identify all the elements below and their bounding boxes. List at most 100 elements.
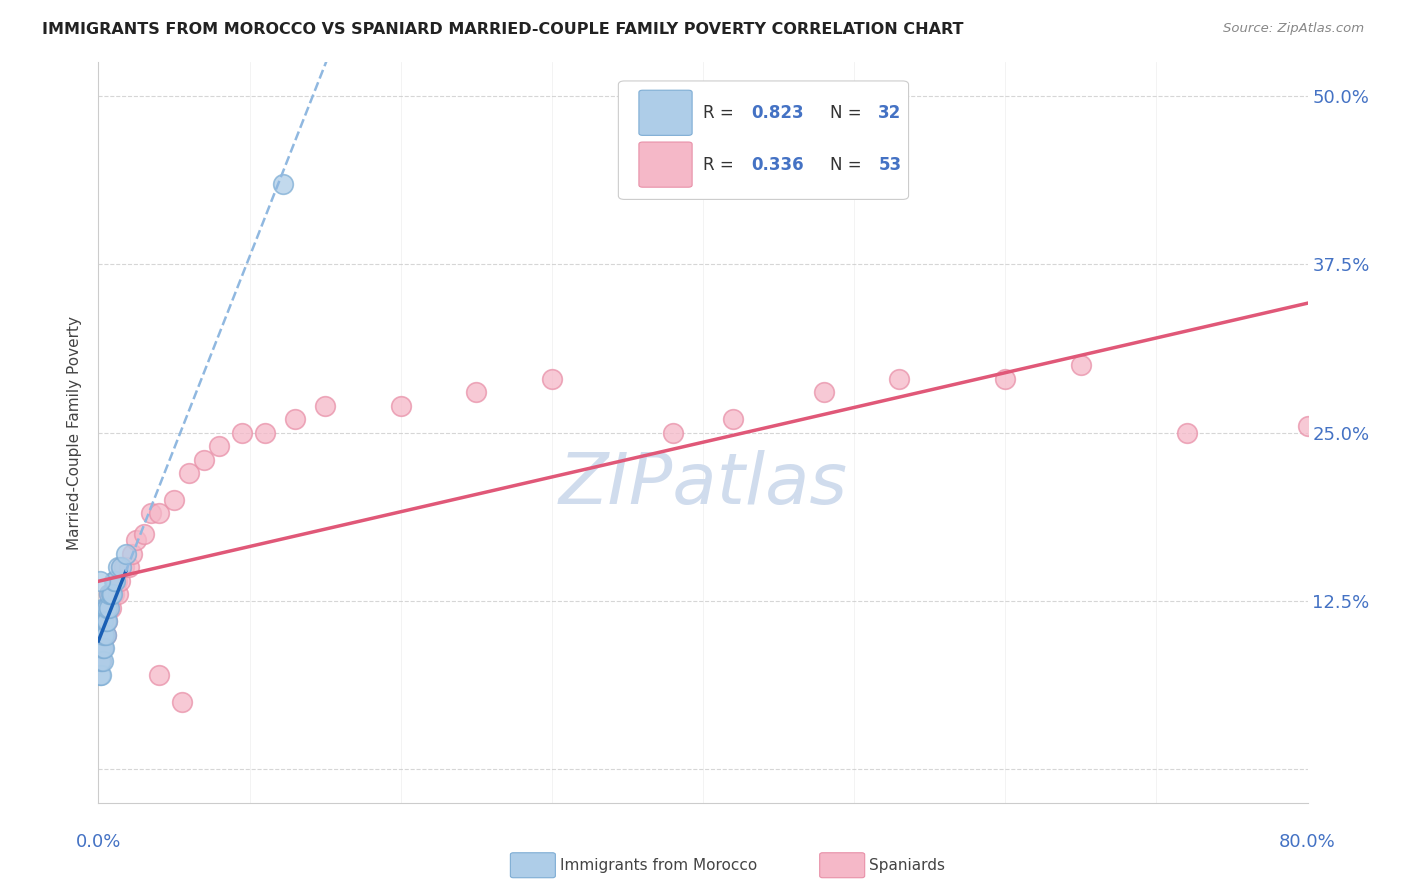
Point: [208, 439, 231, 453]
Point: [93, 627, 115, 641]
Point: [108, 574, 131, 588]
Point: [314, 399, 336, 413]
Point: [107, 587, 129, 601]
Point: [94, 614, 117, 628]
Point: [179, 466, 201, 480]
Point: [148, 668, 170, 682]
Point: [90, 627, 112, 641]
Point: [91, 614, 114, 628]
Point: [110, 560, 132, 574]
Point: [89, 655, 111, 669]
Point: [125, 533, 148, 548]
Text: N =: N =: [830, 103, 868, 122]
Point: [994, 372, 1017, 386]
Point: [91, 655, 114, 669]
Point: [96, 600, 118, 615]
Point: [90, 655, 112, 669]
Point: [193, 452, 215, 467]
Point: [91, 627, 114, 641]
Point: [661, 425, 683, 440]
Point: [93, 627, 115, 641]
Point: [91, 640, 114, 655]
Point: [104, 574, 127, 588]
Point: [271, 177, 294, 191]
Point: [132, 526, 155, 541]
Point: [170, 695, 193, 709]
Point: [94, 627, 117, 641]
Point: [90, 640, 112, 655]
Text: 0.336: 0.336: [751, 155, 804, 174]
Text: Immigrants from Morocco: Immigrants from Morocco: [560, 858, 756, 872]
Point: [89, 640, 111, 655]
Point: [163, 492, 186, 507]
Text: 53: 53: [879, 155, 901, 174]
Point: [91, 614, 114, 628]
Point: [231, 425, 253, 440]
Point: [103, 574, 125, 588]
Point: [121, 547, 143, 561]
Point: [253, 425, 276, 440]
Point: [110, 560, 132, 574]
Point: [540, 372, 562, 386]
Point: [889, 372, 911, 386]
Point: [465, 385, 488, 400]
Point: [100, 600, 122, 615]
Point: [90, 668, 112, 682]
Point: [101, 587, 124, 601]
Point: [107, 560, 129, 574]
Point: [98, 600, 121, 615]
Point: [148, 507, 170, 521]
Point: [112, 560, 135, 574]
Text: 0.823: 0.823: [751, 103, 804, 122]
FancyBboxPatch shape: [638, 142, 692, 187]
Point: [91, 640, 114, 655]
Point: [284, 412, 307, 426]
Point: [813, 385, 835, 400]
Point: [98, 587, 121, 601]
Text: R =: R =: [703, 155, 740, 174]
Point: [723, 412, 745, 426]
Point: [98, 587, 121, 601]
Text: ZIPatlas: ZIPatlas: [558, 450, 848, 519]
Point: [90, 655, 112, 669]
Text: Spaniards: Spaniards: [869, 858, 945, 872]
Text: 32: 32: [879, 103, 901, 122]
Point: [103, 587, 125, 601]
Point: [105, 574, 128, 588]
Text: N =: N =: [830, 155, 868, 174]
Point: [93, 614, 115, 628]
Point: [100, 587, 122, 601]
Point: [114, 547, 136, 561]
Point: [96, 614, 118, 628]
Text: 80.0%: 80.0%: [1279, 833, 1336, 851]
Text: 0.0%: 0.0%: [76, 833, 121, 851]
Point: [90, 640, 112, 655]
Point: [89, 640, 111, 655]
Point: [89, 655, 111, 669]
Text: R =: R =: [703, 103, 740, 122]
Point: [90, 627, 112, 641]
Point: [98, 600, 121, 615]
Point: [94, 600, 117, 615]
Point: [94, 600, 117, 615]
Point: [96, 600, 118, 615]
Point: [104, 574, 127, 588]
Point: [89, 627, 111, 641]
Point: [90, 614, 112, 628]
Point: [141, 507, 163, 521]
Point: [96, 614, 118, 628]
Point: [389, 399, 412, 413]
Point: [1070, 359, 1092, 373]
FancyBboxPatch shape: [638, 90, 692, 136]
Point: [1296, 418, 1319, 433]
Point: [1175, 425, 1198, 440]
Point: [101, 587, 124, 601]
Point: [118, 560, 141, 574]
Point: [89, 574, 111, 588]
Point: [94, 614, 117, 628]
FancyBboxPatch shape: [619, 81, 908, 200]
Text: Source: ZipAtlas.com: Source: ZipAtlas.com: [1223, 22, 1364, 36]
Point: [94, 627, 117, 641]
Text: IMMIGRANTS FROM MOROCCO VS SPANIARD MARRIED-COUPLE FAMILY POVERTY CORRELATION CH: IMMIGRANTS FROM MOROCCO VS SPANIARD MARR…: [42, 22, 963, 37]
Point: [91, 627, 114, 641]
